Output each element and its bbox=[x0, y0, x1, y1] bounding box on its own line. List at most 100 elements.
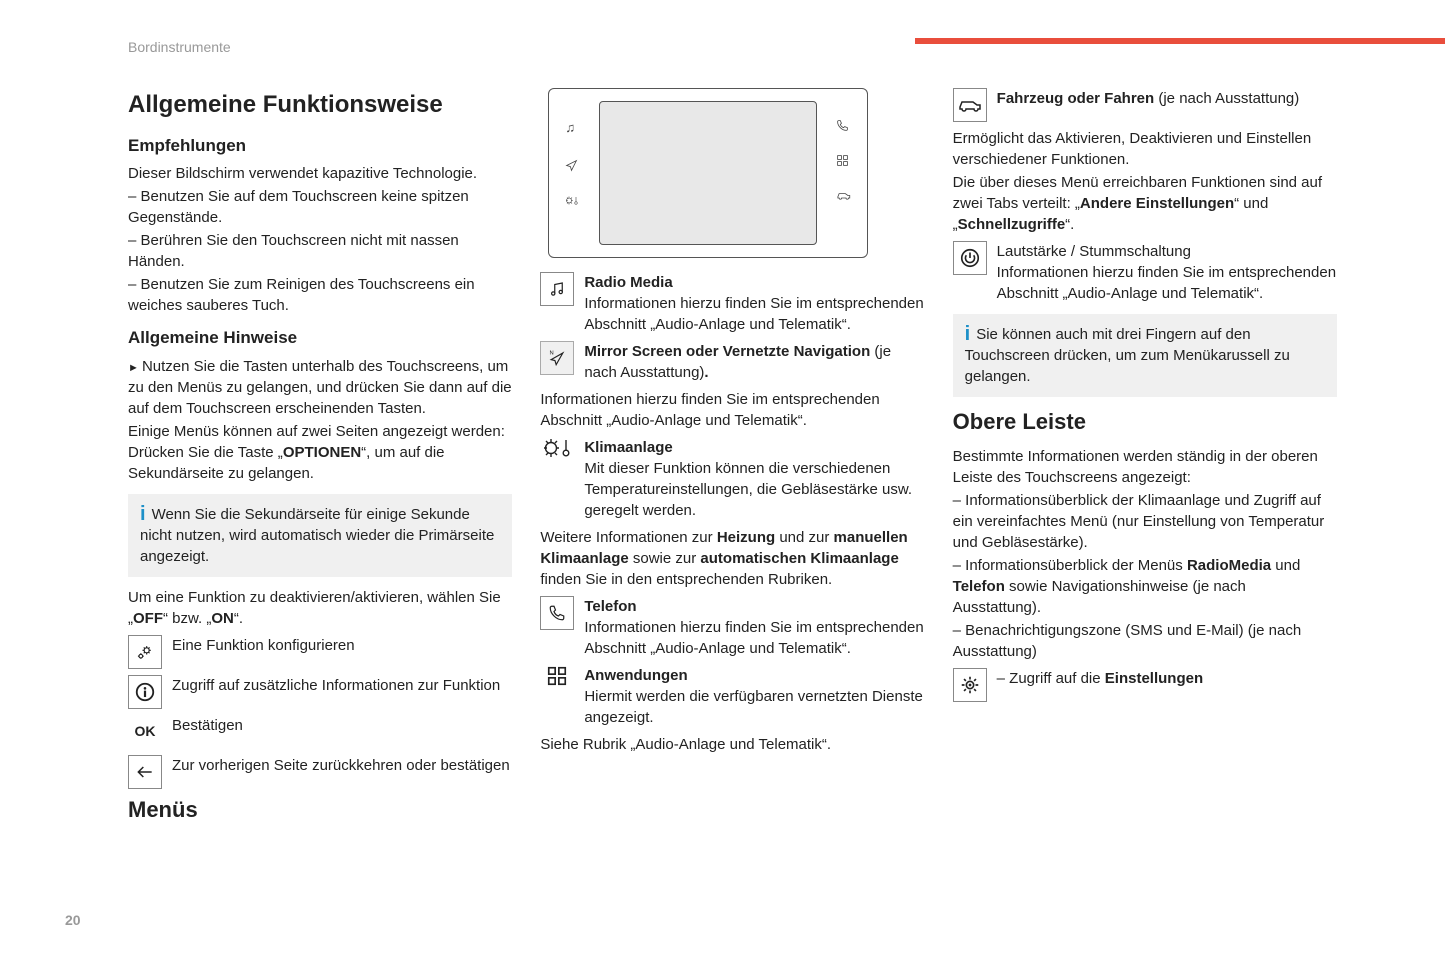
icon-desc: Lautstärke / Stummschaltung Informatione… bbox=[997, 241, 1337, 304]
section-header: Bordinstrumente bbox=[128, 38, 231, 58]
text: Nutzen Sie die Tasten unterhalb des Touc… bbox=[128, 356, 512, 419]
icon-desc: Zur vorherigen Seite zurückkehren oder b… bbox=[172, 755, 512, 776]
bullet: – Informationsüberblick der Menüs RadioM… bbox=[953, 555, 1337, 618]
gear-icon bbox=[128, 635, 162, 669]
touchscreen-illustration: ♫ bbox=[548, 88, 868, 258]
car-icon bbox=[836, 189, 851, 202]
icon-row-info: Zugriff auf zusätzliche Informationen zu… bbox=[128, 675, 512, 709]
heading-recommendations: Empfehlungen bbox=[128, 134, 512, 158]
bullet: – Benutzen Sie auf dem Touchscreen keine… bbox=[128, 186, 512, 228]
phone-icon bbox=[540, 596, 574, 630]
bold-text: OPTIONEN bbox=[283, 444, 361, 461]
text: Die über dieses Menü erreichbaren Funkti… bbox=[953, 172, 1337, 235]
info-text: Wenn Sie die Sekundärseite für einige Se… bbox=[140, 506, 494, 565]
text: “. bbox=[234, 610, 243, 627]
icon-row-apps: Anwendungen Hiermit werden die verfügbar… bbox=[540, 665, 924, 728]
text: Ermöglicht das Aktivieren, Deaktivieren … bbox=[953, 128, 1337, 170]
info-box: iWenn Sie die Sekundärseite für einige S… bbox=[128, 494, 512, 577]
text: Um eine Funktion zu deaktivieren/aktivie… bbox=[128, 587, 512, 629]
text: Nutzen Sie die Tasten unterhalb des Touc… bbox=[128, 358, 512, 417]
item-title: Klimaanlage bbox=[584, 437, 924, 458]
screen-area bbox=[599, 101, 817, 245]
climate-icon bbox=[540, 437, 574, 459]
music-icon bbox=[540, 272, 574, 306]
svg-text:N: N bbox=[550, 351, 554, 357]
icon-desc: Klimaanlage Mit dieser Funktion können d… bbox=[584, 437, 924, 521]
icon-desc: Eine Funktion konfigurieren bbox=[172, 635, 512, 656]
text: Einige Menüs können auf zwei Seiten ange… bbox=[128, 421, 512, 484]
icon-row-volume: Lautstärke / Stummschaltung Informatione… bbox=[953, 241, 1337, 304]
icon-row-phone: Telefon Informationen hierzu finden Sie … bbox=[540, 596, 924, 659]
item-title: Fahrzeug oder Fahren bbox=[997, 90, 1155, 107]
item-title: Anwendungen bbox=[584, 665, 924, 686]
icon-row-climate: Klimaanlage Mit dieser Funktion können d… bbox=[540, 437, 924, 521]
text: Weitere Informationen zur Heizung und zu… bbox=[540, 527, 924, 590]
icon-row-back: Zur vorherigen Seite zurückkehren oder b… bbox=[128, 755, 512, 789]
icon-row-mirror: N Mirror Screen oder Vernetzte Navigatio… bbox=[540, 341, 924, 383]
item-title: Lautstärke / Stummschaltung bbox=[997, 241, 1337, 262]
icon-desc: Fahrzeug oder Fahren (je nach Ausstattun… bbox=[997, 88, 1337, 109]
bold-text: Einstellungen bbox=[1105, 670, 1203, 687]
text: (je nach Ausstattung) bbox=[1154, 90, 1299, 107]
heading-menus: Menüs bbox=[128, 795, 512, 826]
nav-icon: N bbox=[540, 341, 574, 375]
heading-top-bar: Obere Leiste bbox=[953, 407, 1337, 438]
icon-desc: Zugriff auf zusätzliche Informationen zu… bbox=[172, 675, 512, 696]
page-number: 20 bbox=[65, 911, 81, 931]
icon-desc: Anwendungen Hiermit werden die verfügbar… bbox=[584, 665, 924, 728]
item-title: Mirror Screen oder Vernetzte Navigation bbox=[584, 343, 870, 360]
info-icon: i bbox=[965, 324, 971, 344]
text: Informationen hierzu finden Sie im entsp… bbox=[997, 264, 1336, 302]
back-arrow-icon bbox=[128, 755, 162, 789]
text: Dieser Bildschirm verwendet kapazitive T… bbox=[128, 163, 512, 184]
item-title: Telefon bbox=[584, 596, 924, 617]
bullet: – Benachrichtigungszone (SMS und E-Mail)… bbox=[953, 620, 1337, 662]
climate-icon bbox=[565, 194, 580, 207]
main-heading: Allgemeine Funktionsweise bbox=[128, 88, 512, 122]
bold-text: Telefon bbox=[953, 578, 1005, 595]
text: – Zugriff auf die bbox=[997, 670, 1105, 687]
icon-desc: Radio Media Informationen hierzu finden … bbox=[584, 272, 924, 335]
text: sowie zur bbox=[629, 550, 701, 567]
heading-general-notes: Allgemeine Hinweise bbox=[128, 326, 512, 350]
bold-text: RadioMedia bbox=[1187, 557, 1271, 574]
info-text: Sie können auch mit drei Fingern auf den… bbox=[965, 326, 1290, 385]
accent-bar bbox=[915, 38, 1445, 44]
text: “ bzw. „ bbox=[163, 610, 211, 627]
bold-text: automatischen Klimaanlage bbox=[700, 550, 898, 567]
text: Bestimmte Informationen werden ständig i… bbox=[953, 446, 1337, 488]
text: Weitere Informationen zur bbox=[540, 529, 716, 546]
icon-desc: – Zugriff auf die Einstellungen bbox=[997, 668, 1337, 689]
page-content: Allgemeine Funktionsweise Empfehlungen D… bbox=[128, 88, 1337, 893]
icon-row-radio: Radio Media Informationen hierzu finden … bbox=[540, 272, 924, 335]
icon-row-vehicle: Fahrzeug oder Fahren (je nach Ausstattun… bbox=[953, 88, 1337, 122]
right-icons bbox=[836, 119, 851, 202]
info-icon bbox=[128, 675, 162, 709]
bullet: – Informationsüberblick der Klimaanlage … bbox=[953, 490, 1337, 553]
text: Mit dieser Funktion können die verschied… bbox=[584, 460, 912, 519]
ok-icon: OK bbox=[128, 715, 162, 749]
text: finden Sie in den entsprechenden Rubrike… bbox=[540, 571, 832, 588]
text: Informationen hierzu finden Sie im entsp… bbox=[584, 295, 923, 333]
bold-text: ON bbox=[211, 610, 234, 627]
text: und bbox=[1271, 557, 1300, 574]
power-icon bbox=[953, 241, 987, 275]
bullet: – Benutzen Sie zum Reinigen des Touchscr… bbox=[128, 274, 512, 316]
bold-text: Heizung bbox=[717, 529, 775, 546]
text: Hiermit werden die verfügbaren vernetzte… bbox=[584, 688, 923, 726]
bold-text: Schnellzugriffe bbox=[958, 216, 1066, 233]
music-icon: ♫ bbox=[565, 119, 580, 137]
icon-row-settings: – Zugriff auf die Einstellungen bbox=[953, 668, 1337, 702]
apps-icon bbox=[540, 665, 574, 687]
bold-text: . bbox=[704, 364, 708, 381]
left-icons: ♫ bbox=[565, 119, 580, 207]
nav-icon bbox=[565, 159, 580, 172]
bold-text: OFF bbox=[133, 610, 163, 627]
text: und zur bbox=[775, 529, 833, 546]
icon-row-configure: Eine Funktion konfigurieren bbox=[128, 635, 512, 669]
bold-text: Andere Einstellungen bbox=[1080, 195, 1234, 212]
apps-icon bbox=[836, 154, 851, 167]
text: Siehe Rubrik „Audio-Anlage und Telematik… bbox=[540, 734, 924, 755]
bullet: – Berühren Sie den Touchscreen nicht mit… bbox=[128, 230, 512, 272]
text: – Informationsüberblick der Menüs bbox=[953, 557, 1187, 574]
